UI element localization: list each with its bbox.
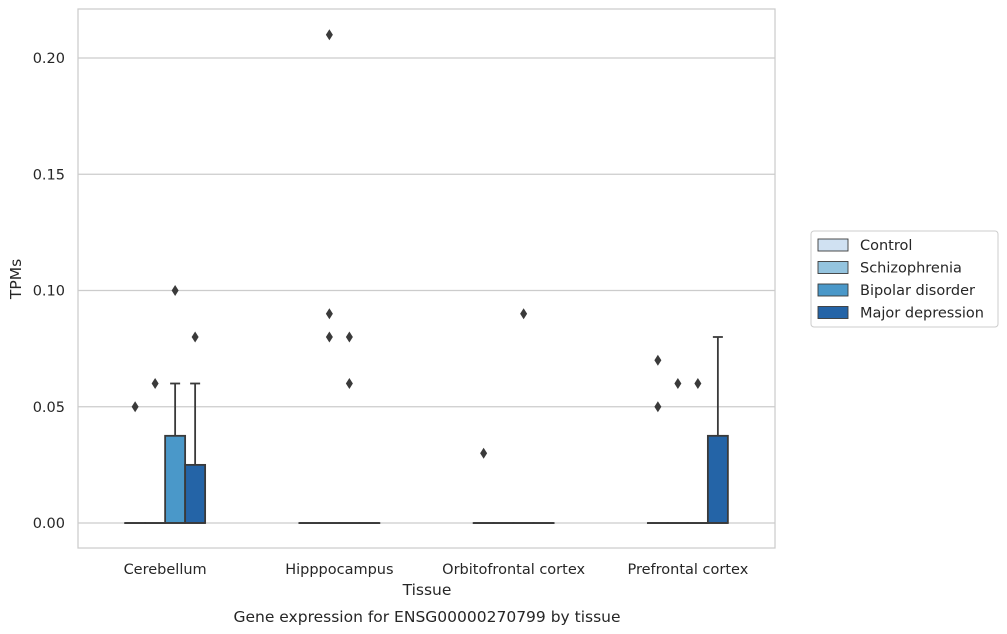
outlier-point	[694, 378, 702, 389]
x-tick-label: Cerebellum	[124, 562, 207, 578]
outlier-point	[151, 378, 159, 389]
box-group	[646, 354, 669, 525]
outlier-point	[325, 29, 333, 41]
x-axis-title: Tissue	[402, 581, 452, 599]
outlier-point	[325, 308, 333, 320]
legend-label: Control	[860, 238, 912, 254]
box-group	[124, 401, 147, 525]
outlier-point	[131, 401, 139, 413]
y-tick-label: 0.20	[33, 51, 65, 67]
x-tick-label: Orbitofrontal cortex	[442, 562, 585, 578]
y-axis-title: TPMs	[7, 259, 25, 300]
legend-swatch	[817, 261, 849, 274]
box-group	[472, 447, 495, 525]
legend: Control Schizophrenia Bipolar disorder Majo…	[810, 230, 999, 328]
outlier-point	[520, 308, 528, 320]
y-tick-label: 0.10	[33, 284, 65, 300]
box-group	[184, 331, 207, 524]
legend-label: Bipolar disorder	[860, 283, 975, 299]
x-axis-ticks: Cerebellum Hipppocampus Orbitofrontal cort…	[124, 562, 749, 578]
outlier-point	[480, 447, 488, 459]
legend-swatch	[817, 306, 849, 319]
outlier-point	[654, 401, 662, 413]
y-tick-label: 0.05	[33, 400, 65, 416]
legend-label: Major depression	[860, 306, 984, 322]
y-tick-label: 0.15	[33, 167, 65, 183]
outlier-point	[325, 331, 333, 343]
x-tick-label: Prefrontal cortex	[627, 562, 748, 578]
plot-area	[124, 29, 729, 525]
outlier-point	[345, 378, 353, 389]
box-group	[666, 378, 689, 525]
y-tick-label: 0.00	[33, 516, 65, 532]
legend-swatch	[817, 283, 849, 297]
legend-frame	[810, 230, 999, 328]
outlier-point	[674, 378, 682, 389]
box-group	[164, 285, 187, 524]
box	[184, 463, 207, 524]
box-group	[338, 331, 361, 525]
chart-caption: Gene expression for ENSG00000270799 by t…	[233, 608, 620, 626]
outlier-point	[171, 285, 179, 296]
legend-swatch	[817, 238, 849, 252]
plot-frame	[77, 8, 776, 549]
outlier-point	[191, 331, 199, 343]
box-group	[144, 378, 167, 525]
box-group	[318, 29, 341, 525]
box-group	[686, 378, 709, 525]
y-axis-ticks: 0.00 0.05 0.10 0.15 0.20	[33, 51, 65, 532]
legend-label: Schizophrenia	[860, 261, 962, 277]
outlier-point	[345, 331, 353, 343]
box	[706, 434, 729, 524]
outlier-point	[654, 354, 662, 366]
x-tick-label: Hipppocampus	[285, 562, 393, 578]
box-group	[512, 308, 535, 525]
box-group	[706, 336, 729, 524]
box	[164, 434, 187, 524]
